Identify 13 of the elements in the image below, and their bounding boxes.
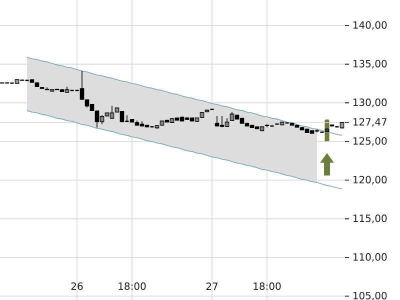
x-tick-label: 27 [206, 282, 218, 290]
y-tick-label: 130,00 [353, 98, 387, 108]
y-tick-label: 120,00 [353, 176, 387, 184]
y-tick-label: 135,00 [353, 60, 387, 68]
x-tick-label: 18:00 [254, 282, 281, 290]
y-tick-label: 105,00 [353, 292, 387, 300]
y-tick-label: 127,47 [353, 118, 386, 127]
y-tick-label: 125,00 [353, 137, 387, 146]
x-tick-label: 26 [71, 282, 83, 290]
y-tick-label: 115,00 [353, 214, 387, 224]
x-tick-label: 18:00 [118, 282, 146, 290]
y-tick-label: 110,00 [353, 253, 387, 262]
y-tick-label: 140,00 [353, 21, 387, 30]
